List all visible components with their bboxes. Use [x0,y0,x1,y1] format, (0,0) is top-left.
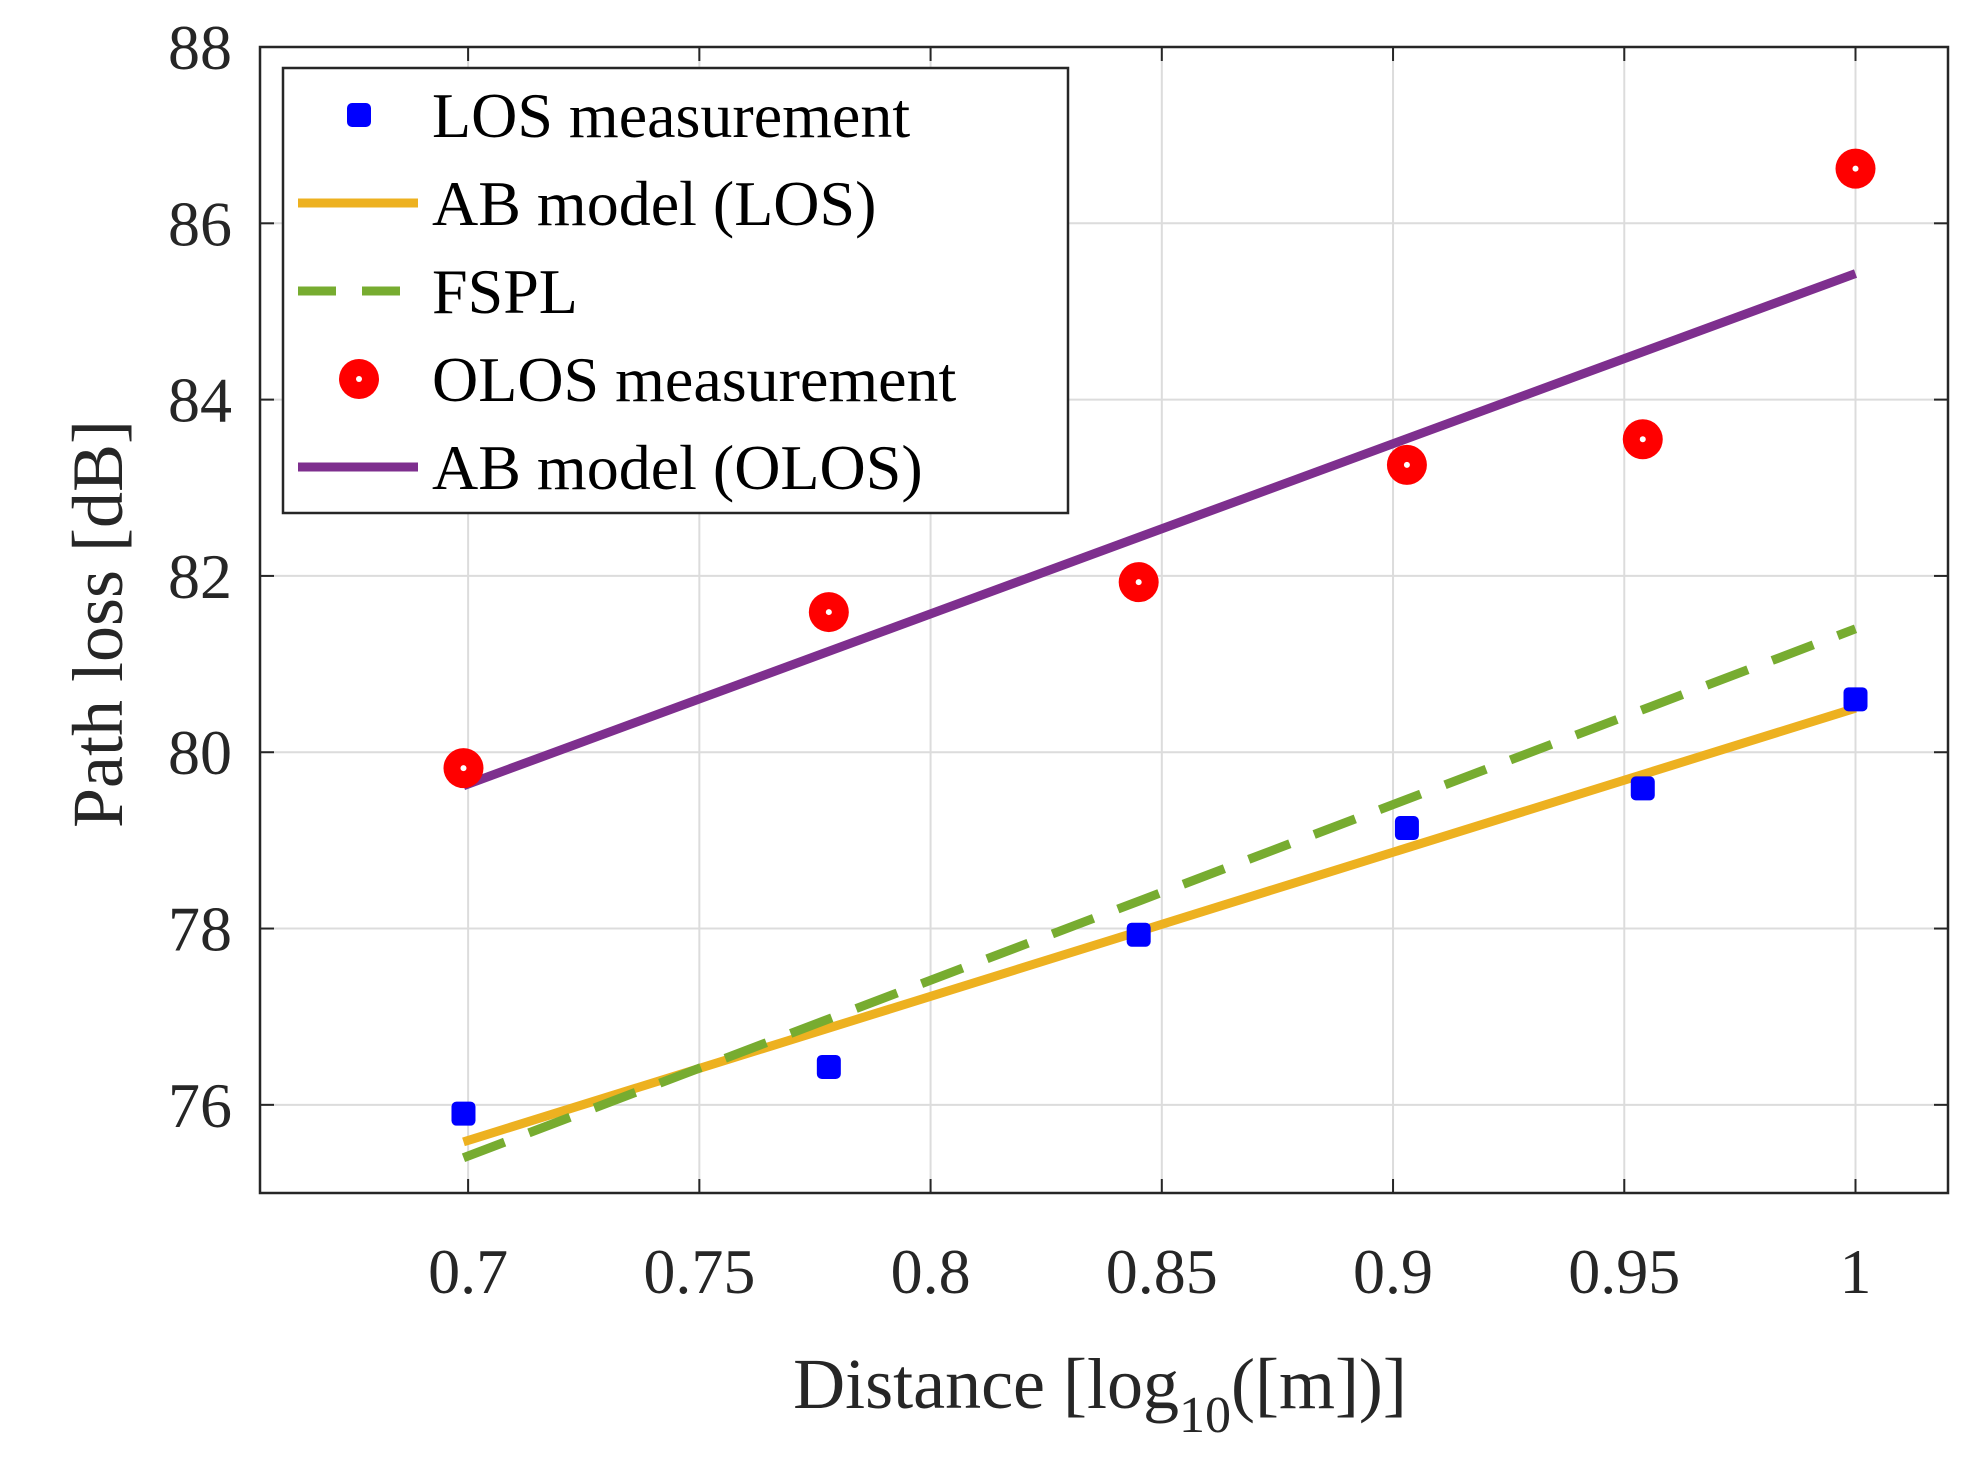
legend-box [281,66,1070,515]
data-point-los-measurement [816,1054,841,1079]
legend-label: LOS measurement [432,80,910,151]
x-tick-label: 0.7 [428,1236,508,1307]
legend-label: FSPL [432,256,578,327]
y-tick-label: 86 [168,188,232,259]
data-point-olos-measurement [808,592,849,633]
legend-item-los-measurement: LOS measurement [347,80,910,151]
data-point-olos-measurement [443,748,484,789]
data-point-olos-measurement [1386,444,1427,485]
y-tick-label: 76 [168,1070,232,1141]
legend-item-olos-measurement: OLOS measurement [339,344,957,415]
x-axis-label-main: Distance [log [793,1344,1179,1424]
data-point-olos-measurement-center [1135,579,1142,586]
data-point-olos-measurement [1118,562,1159,603]
y-tick-label: 80 [168,717,232,788]
legend: LOS measurement AB model (LOS) FSPL OLOS me… [281,66,1070,515]
legend-marker-olos-measurement-center [356,376,362,382]
data-point-los-measurement [1630,776,1655,801]
tick-labels: 0.7 0.75 0.8 0.85 0.9 0.95 1 76 78 80 82 84 86 88 [168,12,1872,1307]
data-point-los-measurement [1843,687,1868,712]
legend-item-ab-model-los: AB model (LOS) [298,168,876,239]
data-point-olos-measurement-center [1403,461,1410,468]
data-point-los-measurement [1394,816,1419,841]
x-axis-label-tail: ([m])] [1231,1344,1407,1424]
legend-label: AB model (OLOS) [432,432,923,503]
data-point-olos-measurement-center [1852,165,1859,172]
legend-item-fspl: FSPL [298,256,578,327]
x-axis-label-subscript: 10 [1179,1387,1231,1444]
x-tick-label: 0.95 [1568,1236,1680,1307]
x-tick-label: 0.9 [1353,1236,1433,1307]
legend-marker-los-measurement [347,103,371,127]
data-point-los-measurement [451,1101,476,1126]
x-tick-label: 0.75 [643,1236,755,1307]
y-tick-label: 78 [168,894,232,965]
legend-label: OLOS measurement [432,344,957,415]
series-line-fspl [461,624,1858,1162]
data-point-olos-measurement [1622,419,1663,460]
data-point-olos-measurement-center [1639,436,1646,443]
data-point-olos-measurement-center [460,765,467,772]
data-point-olos-measurement [1835,148,1876,189]
y-tick-label: 88 [168,12,232,83]
legend-marker-olos-measurement [339,359,379,399]
y-tick-label: 82 [168,541,232,612]
series-layer [443,148,1876,1162]
axes-box [258,45,1950,1195]
y-axis-label: Path loss [dB] [58,420,138,828]
x-tick-label: 1 [1840,1236,1872,1307]
data-point-los-measurement [1126,922,1151,947]
x-axis-label: Distance [log10([m])] [793,1344,1407,1444]
legend-item-ab-model-olos: AB model (OLOS) [298,432,923,503]
legend-label: AB model (LOS) [432,168,876,239]
y-tick-label: 84 [168,365,232,436]
axes [258,45,1950,1195]
series-line-ab-model-olos [461,269,1858,790]
x-tick-label: 0.8 [891,1236,971,1307]
x-tick-label: 0.85 [1106,1236,1218,1307]
data-point-olos-measurement-center [825,609,832,616]
